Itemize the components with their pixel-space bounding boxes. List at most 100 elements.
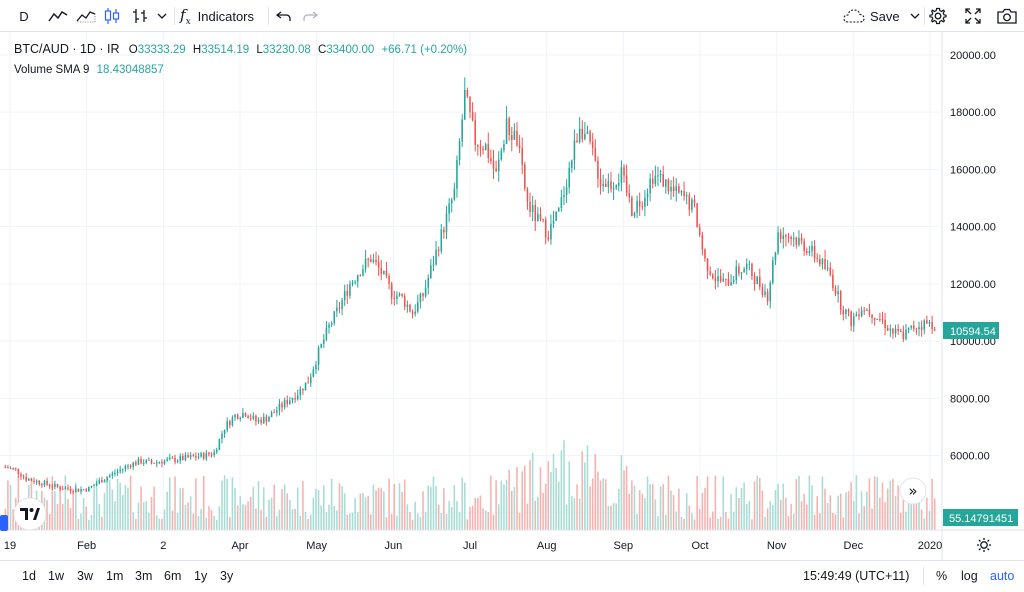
price-tick-label: 8000.00 [950, 393, 990, 405]
time-axis-labels: 19 Feb 2 Apr May Jun Jul Aug Sep Oct Nov Dec 2020 [4, 540, 942, 552]
volume-bar [730, 493, 732, 530]
candle-body [184, 454, 187, 460]
candle-body [503, 144, 505, 151]
percent-toggle[interactable]: % [936, 569, 948, 583]
volume-bar [218, 506, 221, 530]
volume-bar [356, 512, 359, 530]
camera-icon[interactable] [995, 0, 1019, 32]
volume-bar [850, 482, 852, 530]
volume-bar [210, 510, 213, 530]
candle-body [362, 269, 364, 276]
range-3m[interactable]: 3m [135, 569, 153, 583]
candle-body [33, 480, 35, 483]
candle-body [330, 323, 333, 325]
tradingview-logo[interactable] [13, 497, 47, 531]
candle-body [913, 325, 915, 329]
line-chart-icon[interactable] [46, 0, 70, 32]
candle-body [414, 311, 416, 314]
candle-body [824, 259, 826, 269]
volume-bar [409, 511, 411, 530]
area-chart-icon[interactable] [74, 0, 98, 32]
volume-bar [685, 493, 688, 530]
candle-body [495, 168, 497, 172]
volume-bar [461, 477, 463, 530]
volume-bar [790, 504, 792, 530]
fullscreen-icon[interactable] [962, 0, 984, 32]
volume-bar [510, 490, 513, 530]
log-toggle[interactable]: log [961, 569, 978, 583]
settings-gear-icon[interactable] [927, 0, 949, 32]
range-1d[interactable]: 1d [22, 569, 36, 583]
auto-toggle[interactable]: auto [990, 569, 1015, 583]
chevron-down-icon[interactable] [910, 13, 920, 19]
range-1m[interactable]: 1m [106, 569, 124, 583]
volume-bar [72, 488, 74, 530]
candle-body [761, 286, 764, 295]
range-6m[interactable]: 6m [164, 569, 182, 583]
bar-chart-icon[interactable] [128, 0, 152, 32]
undo-icon[interactable] [274, 0, 294, 32]
price-chart[interactable]: 20000.00 18000.00 16000.00 14000.00 12000.00… [0, 32, 1024, 560]
interval-button[interactable]: D [12, 0, 36, 32]
high-value: 33514.19 [201, 44, 250, 56]
volume-bar [727, 518, 730, 530]
volume-bar [735, 487, 738, 530]
volume-bar [654, 499, 657, 530]
volume-bar [842, 517, 845, 530]
open-label: O [128, 44, 138, 56]
volume-bar [116, 478, 119, 530]
indicators-button[interactable]: fx Indicators [180, 0, 264, 32]
volume-bar [359, 493, 362, 530]
volume-bar [931, 478, 933, 530]
axis-settings-gear-icon[interactable] [977, 538, 991, 552]
clock-timezone[interactable]: 15:49:49 (UTC+11) [803, 569, 910, 583]
candle-body [336, 307, 338, 312]
volume-bar [923, 518, 926, 530]
candle-body [531, 205, 534, 213]
volume-bar [158, 518, 161, 530]
range-3y[interactable]: 3y [220, 569, 234, 583]
scroll-to-realtime-button[interactable]: » [899, 477, 927, 505]
price-tick-label: 10000.00 [950, 336, 996, 348]
time-tick-label: Aug [537, 540, 557, 552]
candle-body [349, 284, 351, 296]
volume-legend[interactable]: Volume SMA 9 18.43048857 [14, 64, 164, 76]
range-3w[interactable]: 3w [77, 569, 93, 583]
symbol-title[interactable]: BTC/AUD · 1D · IR [14, 42, 120, 56]
candle-body [544, 220, 547, 238]
candle-body [372, 259, 375, 262]
range-1w[interactable]: 1w [48, 569, 64, 583]
save-button[interactable]: Save [843, 0, 925, 32]
volume-bar [370, 514, 372, 530]
volume-bar [289, 499, 291, 530]
volume-bar [80, 513, 82, 530]
range-1y[interactable]: 1y [194, 569, 208, 583]
candle-body [213, 452, 215, 456]
volume-bar [915, 494, 918, 530]
volume-bar [484, 510, 487, 530]
volume-bar [283, 484, 286, 530]
candle-body [490, 157, 492, 162]
candle-body [772, 260, 774, 283]
volume-bar [691, 513, 693, 530]
redo-icon[interactable] [300, 0, 320, 32]
candlestick-chart-icon[interactable] [100, 0, 124, 32]
volume-bar [56, 503, 59, 530]
chevron-down-icon[interactable] [153, 0, 171, 32]
interval-label: D [19, 8, 29, 24]
candle-body [82, 489, 85, 491]
candle-body [657, 175, 659, 177]
volume-bar [811, 485, 813, 530]
candle-body [832, 274, 834, 289]
candle-body [889, 328, 892, 331]
candle-body [923, 320, 926, 330]
volume-bar [879, 497, 881, 530]
volume-bar [182, 488, 184, 530]
candle-body [127, 465, 129, 467]
volume-bar [333, 505, 336, 530]
volume-bar [205, 517, 208, 530]
candle-body [819, 258, 821, 265]
candle-body [46, 480, 48, 485]
volume-bar [223, 475, 226, 530]
volume-bar [753, 481, 756, 530]
